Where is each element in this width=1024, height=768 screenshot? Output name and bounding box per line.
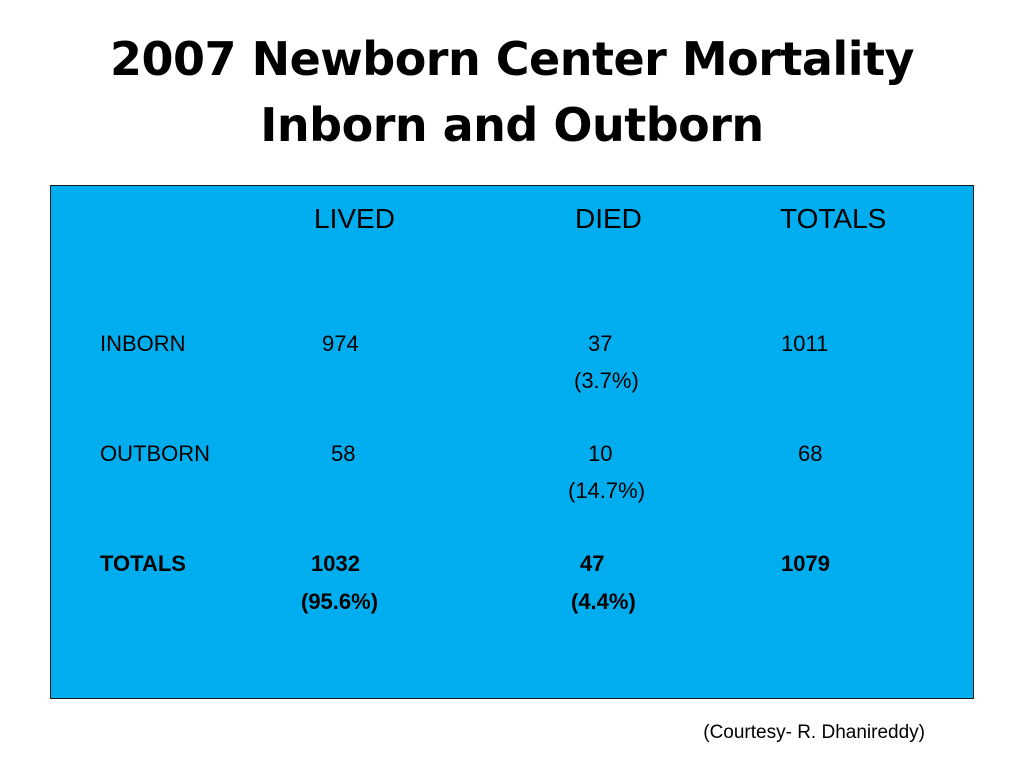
header-died: DIED	[575, 203, 642, 234]
inborn-died-percent: (3.7%)	[574, 368, 639, 393]
mortality-table: LIVED DIED TOTALS INBORN 974 37 (3.7%) 1…	[50, 185, 974, 699]
outborn-lived: 58	[331, 441, 356, 466]
totals-lived-percent: (95.6%)	[301, 589, 379, 614]
courtesy-note: (Courtesy- R. Dhanireddy)	[703, 722, 925, 743]
slide-title-line-1: 2007 Newborn Center Mortality	[110, 32, 914, 86]
totals-lived: 1032	[311, 551, 360, 576]
inborn-total: 1011	[781, 331, 829, 356]
slide-title: 2007 Newborn Center Mortality Inborn and…	[0, 26, 1024, 158]
row-label-outborn: OUTBORN	[100, 441, 210, 466]
header-lived: LIVED	[314, 203, 395, 234]
row-label-inborn: INBORN	[100, 331, 186, 356]
header-totals: TOTALS	[780, 203, 887, 234]
outborn-died-percent: (14.7%)	[568, 478, 646, 503]
totals-died: 47	[580, 551, 605, 576]
outborn-died: 10	[588, 441, 613, 466]
slide-title-line-2: Inborn and Outborn	[260, 98, 764, 152]
outborn-total: 68	[798, 441, 823, 466]
totals-total: 1079	[781, 551, 830, 576]
totals-died-percent: (4.4%)	[571, 589, 636, 614]
inborn-died: 37	[588, 331, 613, 356]
inborn-lived: 974	[322, 331, 359, 356]
row-label-totals: TOTALS	[100, 551, 186, 576]
